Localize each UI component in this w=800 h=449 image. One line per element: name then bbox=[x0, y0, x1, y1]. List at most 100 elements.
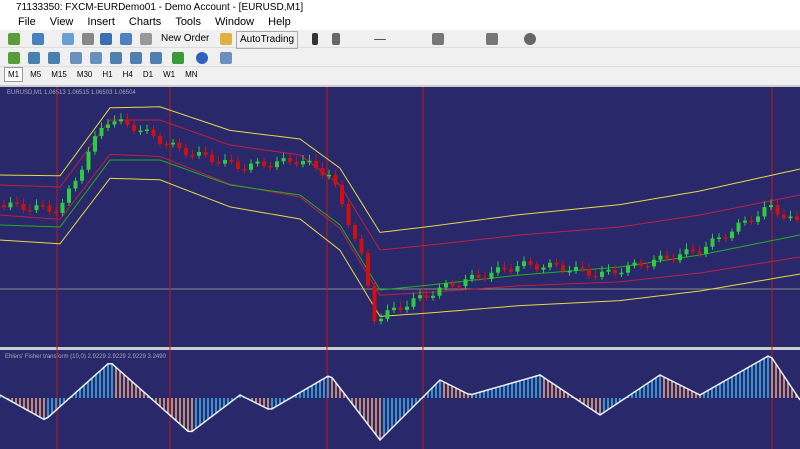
icon[interactable] bbox=[70, 52, 82, 64]
icon[interactable] bbox=[312, 33, 318, 45]
icon[interactable] bbox=[110, 52, 122, 64]
timeframe[interactable]: D1 bbox=[142, 70, 154, 79]
candle bbox=[47, 205, 52, 212]
candle bbox=[281, 158, 286, 162]
candle bbox=[164, 143, 169, 146]
menu-item[interactable]: Window bbox=[215, 16, 255, 28]
candle bbox=[613, 269, 617, 274]
menu-item[interactable]: View bbox=[49, 16, 74, 28]
candle bbox=[405, 306, 409, 310]
candle bbox=[353, 225, 357, 239]
new-order-button[interactable]: New Order bbox=[161, 33, 210, 44]
candle bbox=[15, 202, 19, 205]
icon[interactable] bbox=[374, 39, 386, 40]
icon[interactable] bbox=[8, 52, 20, 64]
candle bbox=[795, 216, 799, 221]
autotrading-button[interactable]: AutoTrading bbox=[236, 31, 299, 49]
icon[interactable] bbox=[120, 33, 132, 45]
candle bbox=[216, 162, 221, 164]
icon[interactable] bbox=[150, 52, 162, 64]
chart-window: EURUSD,M1 1.06513 1.06515 1.06503 1.0650… bbox=[0, 85, 800, 449]
candle bbox=[125, 119, 130, 125]
candle bbox=[379, 318, 383, 322]
menu-item[interactable]: Insert bbox=[87, 16, 115, 28]
candle bbox=[626, 265, 630, 273]
menu-item[interactable]: Tools bbox=[175, 16, 201, 28]
icon[interactable] bbox=[332, 33, 340, 45]
window-title: 71133350: FXCM-EURDemo01 - Demo Account … bbox=[16, 2, 304, 13]
timeframe[interactable]: M30 bbox=[76, 70, 93, 79]
candle bbox=[80, 169, 84, 181]
candle bbox=[288, 158, 292, 163]
icon[interactable] bbox=[8, 33, 20, 45]
candle bbox=[54, 211, 58, 214]
icon[interactable] bbox=[130, 52, 142, 64]
candle bbox=[197, 152, 201, 156]
candle bbox=[535, 264, 539, 270]
band bbox=[0, 177, 800, 317]
icon[interactable] bbox=[100, 33, 112, 45]
candle bbox=[86, 151, 91, 170]
pane-separator bbox=[0, 347, 800, 350]
icon[interactable] bbox=[82, 33, 94, 45]
candle bbox=[489, 272, 494, 279]
candle bbox=[600, 271, 604, 277]
candle bbox=[2, 205, 6, 208]
timeframe[interactable]: W1 bbox=[163, 70, 176, 79]
icon[interactable] bbox=[32, 33, 44, 45]
candle bbox=[242, 168, 247, 171]
icon[interactable] bbox=[486, 33, 498, 45]
candle bbox=[476, 274, 481, 278]
candle bbox=[307, 160, 312, 163]
band bbox=[0, 119, 800, 251]
toolbar: New Order AutoTrading bbox=[0, 30, 800, 49]
candle bbox=[262, 161, 266, 166]
candle bbox=[301, 161, 305, 165]
icon[interactable] bbox=[432, 33, 444, 45]
candle bbox=[60, 202, 65, 213]
candle bbox=[223, 159, 227, 164]
candle bbox=[645, 266, 650, 268]
menu-item[interactable]: Charts bbox=[128, 16, 162, 28]
candle bbox=[28, 210, 32, 212]
candle bbox=[749, 220, 754, 223]
timeframe[interactable]: H1 bbox=[102, 70, 113, 79]
candle bbox=[255, 161, 260, 164]
candle bbox=[502, 267, 507, 270]
icon[interactable] bbox=[140, 33, 152, 45]
menu-item[interactable]: File bbox=[18, 16, 36, 28]
candle bbox=[320, 168, 325, 176]
candle bbox=[522, 261, 526, 267]
timeframe[interactable]: M15 bbox=[51, 70, 67, 79]
icon[interactable] bbox=[524, 33, 536, 45]
icon[interactable] bbox=[172, 52, 184, 64]
timeframe[interactable]: M5 bbox=[30, 70, 42, 79]
candle bbox=[294, 162, 299, 165]
candle bbox=[652, 259, 656, 267]
timeframe[interactable]: M1 bbox=[4, 67, 24, 82]
icon[interactable] bbox=[90, 52, 102, 64]
candle bbox=[190, 155, 195, 157]
icon[interactable] bbox=[196, 52, 208, 64]
candle bbox=[385, 310, 390, 319]
fisher-line bbox=[0, 355, 800, 442]
candle bbox=[411, 298, 416, 307]
candle bbox=[762, 207, 767, 217]
candle bbox=[769, 205, 773, 208]
icon[interactable] bbox=[28, 52, 40, 64]
icon[interactable] bbox=[220, 52, 232, 64]
candle bbox=[782, 214, 786, 219]
timeframe[interactable]: H4 bbox=[122, 70, 133, 79]
icon[interactable] bbox=[48, 52, 60, 64]
candle bbox=[665, 255, 669, 259]
icon[interactable] bbox=[62, 33, 74, 45]
candle bbox=[268, 165, 273, 168]
candle bbox=[132, 124, 136, 131]
icon[interactable] bbox=[220, 33, 232, 45]
candle bbox=[788, 216, 793, 219]
candle bbox=[587, 269, 591, 276]
timeframe[interactable]: MN bbox=[185, 70, 198, 79]
candle bbox=[424, 295, 429, 298]
menu-item[interactable]: Help bbox=[268, 16, 291, 28]
candle bbox=[41, 205, 45, 207]
